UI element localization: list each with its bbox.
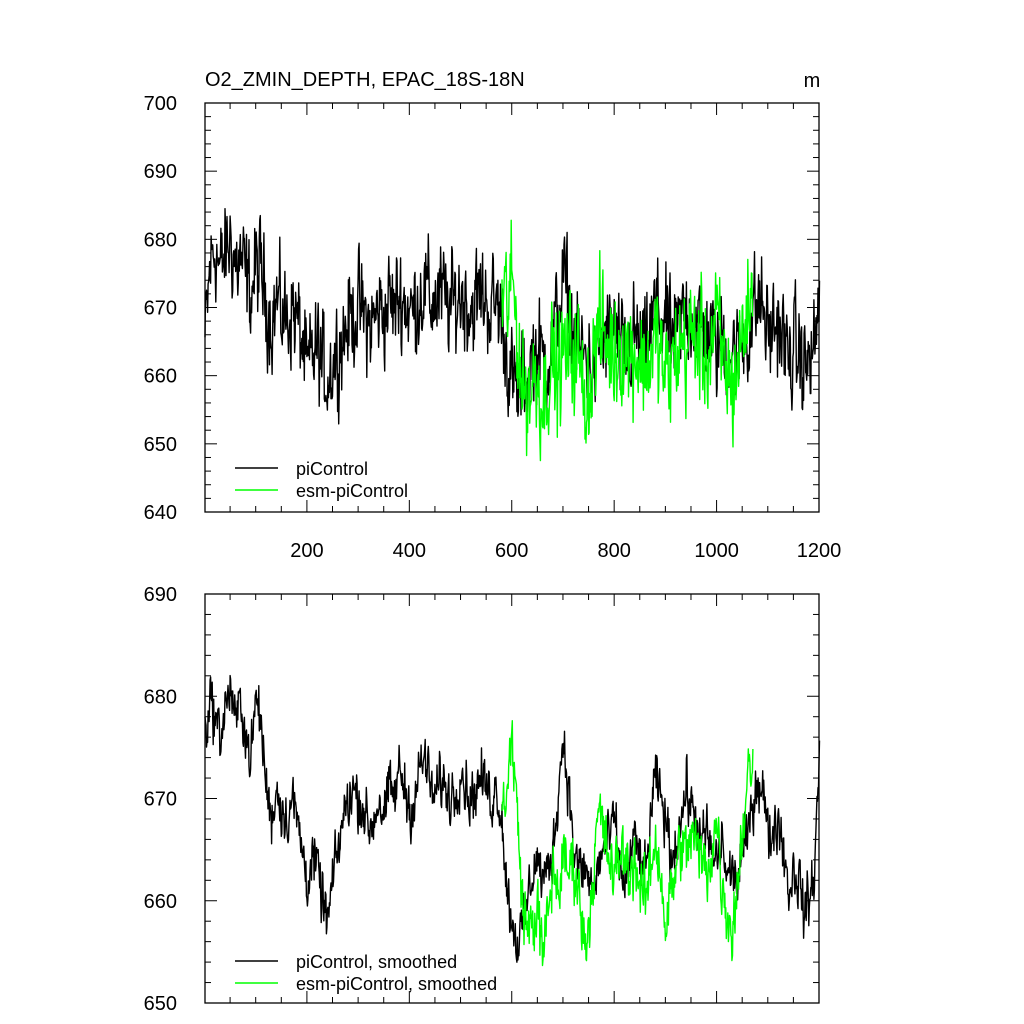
legend: piControl, smoothed esm-piControl, smoot… (235, 952, 497, 994)
units-label: m (804, 70, 821, 92)
y-tick-label: 700 (144, 93, 177, 115)
series-line-picontrol (204, 208, 821, 425)
y-tick-label: 650 (144, 434, 177, 456)
plot-frame (204, 593, 820, 1004)
tick-layer: 650 660 670 680 690 (144, 584, 820, 1015)
legend-label-pi-control: piControl (296, 459, 368, 479)
series-line-picontrol-smoothed (204, 674, 821, 963)
bottom-panel: 650 660 670 680 690 piControl, smoothed esm-… (144, 584, 821, 1015)
y-tick-label: 670 (144, 298, 177, 320)
legend: piControl esm-piControl (235, 459, 408, 501)
y-tick-label: 660 (144, 891, 177, 913)
x-tick-label: 1000 (694, 540, 739, 562)
y-tick-label: 680 (144, 686, 177, 708)
y-tick-label: 640 (144, 502, 177, 524)
series-line-esm-picontrol (501, 219, 754, 462)
y-tick-label: 690 (144, 161, 177, 183)
legend-label-esm-pi-control: esm-piControl (296, 481, 408, 501)
y-tick-label: 650 (144, 993, 177, 1015)
chart-title: O2_ZMIN_DEPTH, EPAC_18S-18N (205, 69, 525, 91)
x-tick-label: 200 (290, 540, 323, 562)
y-tick-label: 670 (144, 789, 177, 811)
y-tick-label: 690 (144, 584, 177, 606)
x-tick-label: 400 (393, 540, 426, 562)
series-layer (204, 674, 821, 967)
x-tick-label: 600 (495, 540, 528, 562)
top-panel: O2_ZMIN_DEPTH, EPAC_18S-18N m 6406506606… (144, 69, 842, 562)
series-layer (204, 208, 821, 462)
legend-label-pi-control-smoothed: piControl, smoothed (296, 952, 457, 972)
series-line-esm-picontrol-smoothed (501, 720, 754, 967)
y-tick-label: 660 (144, 366, 177, 388)
tick-layer: 640 650 660 670 680 690 700 200 400 600 800 1000 120… (144, 93, 842, 562)
legend-label-esm-pi-control-smoothed: esm-piControl, smoothed (296, 974, 497, 994)
x-tick-label: 800 (597, 540, 630, 562)
x-tick-label: 1200 (797, 540, 842, 562)
y-tick-label: 680 (144, 229, 177, 251)
